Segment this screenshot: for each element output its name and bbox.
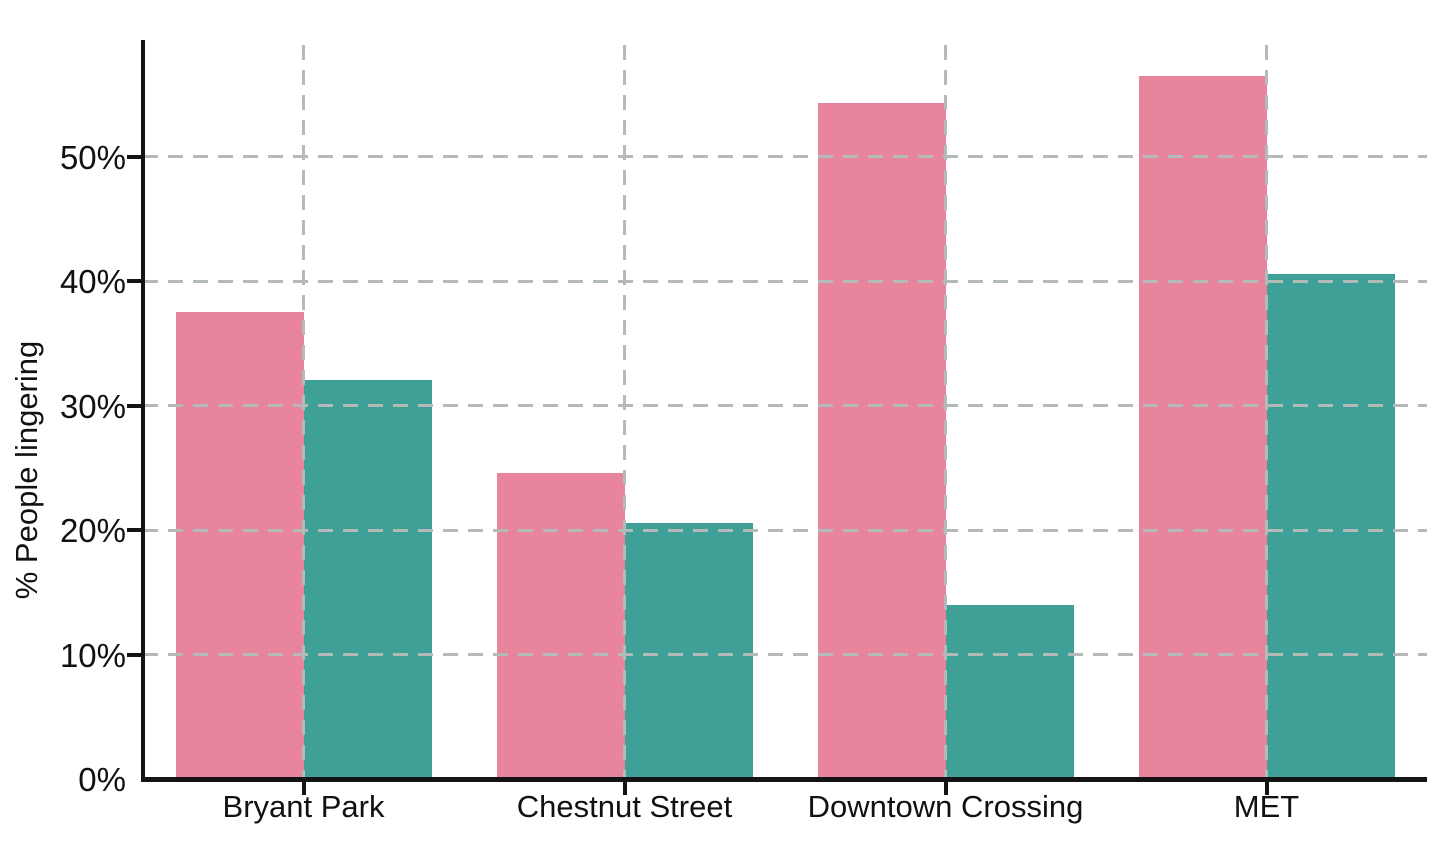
pink-series-bar: [175, 312, 304, 779]
pink-series-bar: [817, 103, 946, 779]
y-axis-title: % People lingering: [9, 340, 44, 600]
teal-series-bar: [624, 522, 753, 779]
y-tick-label: 20%: [59, 512, 126, 550]
x-axis-tick: [301, 780, 306, 795]
y-axis-tick: [127, 652, 142, 657]
x-tick-label: MET: [1233, 789, 1300, 824]
x-axis-tick: [943, 780, 948, 795]
vertical-gridline: [944, 45, 947, 779]
x-tick-label: Bryant Park: [222, 789, 385, 824]
vertical-gridline: [302, 45, 305, 779]
teal-series-bar: [1266, 273, 1395, 779]
y-axis-line: [141, 40, 145, 782]
x-axis-tick: [622, 780, 627, 795]
y-axis-tick: [127, 154, 142, 159]
horizontal-gridline: [143, 404, 1427, 408]
plot-area: [143, 40, 1427, 779]
y-tick-label: 30%: [59, 387, 126, 425]
y-axis-tick: [127, 528, 142, 533]
teal-series-bar: [945, 604, 1074, 779]
horizontal-gridline: [143, 653, 1427, 657]
y-axis-tick: [127, 279, 142, 284]
teal-series-bar: [303, 379, 432, 779]
x-tick-label: Chestnut Street: [516, 789, 733, 824]
pink-series-bar: [496, 472, 625, 779]
horizontal-gridline: [143, 155, 1427, 159]
y-tick-label: 10%: [59, 636, 126, 674]
x-axis-line: [141, 777, 1427, 782]
y-axis-tick: [127, 403, 142, 408]
y-tick-label: 0%: [78, 761, 126, 798]
vertical-gridline: [623, 45, 626, 779]
pink-series-bar: [1138, 76, 1267, 779]
horizontal-gridline: [143, 279, 1427, 283]
horizontal-gridline: [143, 528, 1427, 532]
y-tick-label: 50%: [59, 138, 126, 176]
vertical-gridline: [1265, 45, 1268, 779]
x-tick-label: Downtown Crossing: [807, 789, 1084, 824]
y-tick-label: 40%: [59, 263, 126, 301]
x-axis-tick: [1264, 780, 1269, 795]
